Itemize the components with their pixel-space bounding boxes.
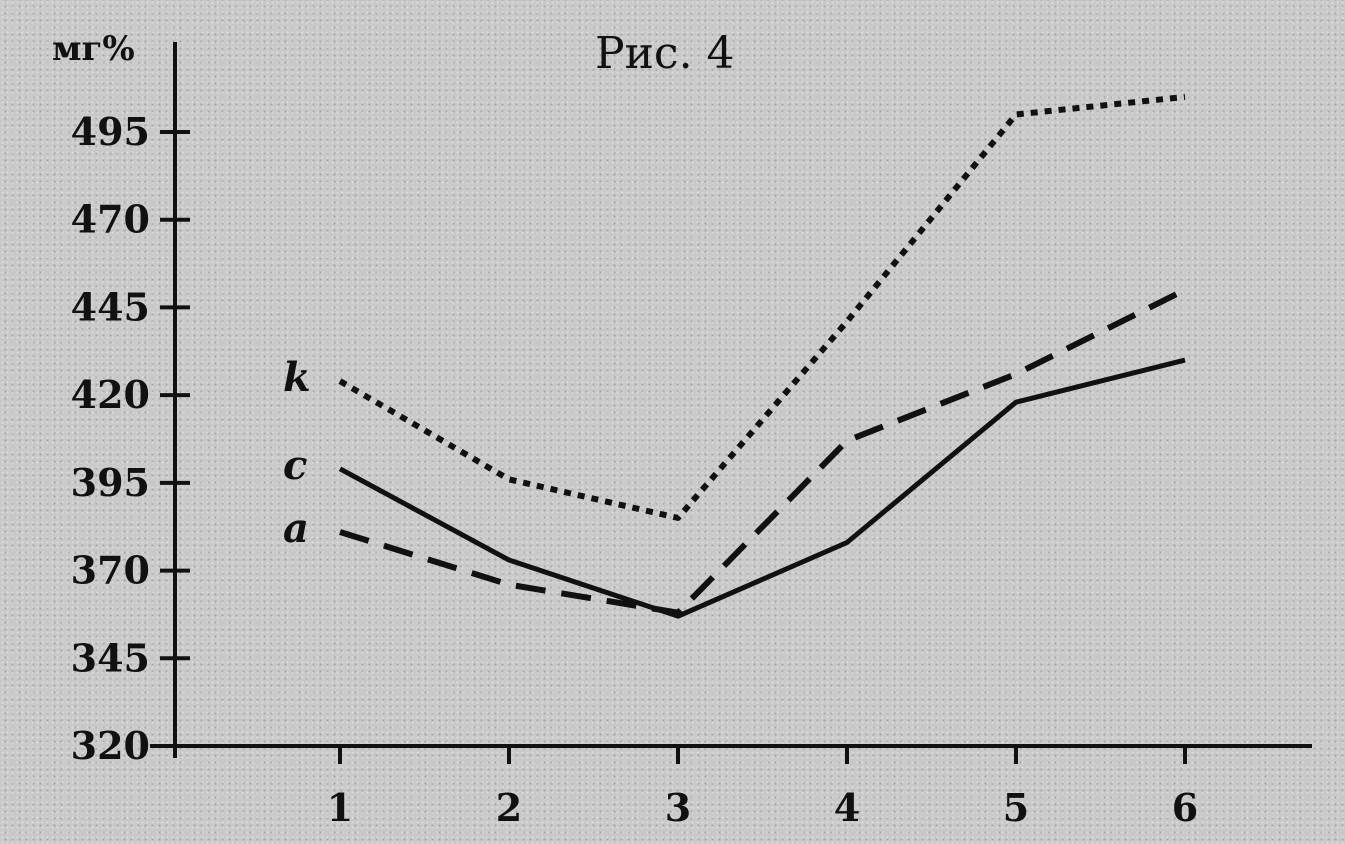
series-label-a: a bbox=[283, 505, 309, 552]
series-line-c bbox=[338, 357, 1186, 619]
series-line-a bbox=[339, 287, 1187, 616]
y-tick-label: 420 bbox=[71, 372, 150, 417]
y-tick-label: 445 bbox=[71, 284, 150, 329]
x-tick-label: 1 bbox=[327, 785, 353, 830]
y-axis-unit-label: мг% bbox=[52, 29, 135, 69]
x-tick-label: 3 bbox=[665, 785, 691, 830]
x-tick-label: 4 bbox=[834, 785, 860, 830]
y-tick-label: 320 bbox=[71, 723, 150, 768]
series-line-k bbox=[338, 93, 1186, 521]
y-tick-label: 395 bbox=[71, 460, 150, 505]
y-tick-label: 345 bbox=[71, 635, 150, 680]
series-label-k: k bbox=[283, 354, 311, 401]
y-tick-label: 495 bbox=[71, 109, 150, 154]
x-tick-label: 5 bbox=[1003, 785, 1029, 830]
y-tick-label: 370 bbox=[71, 548, 150, 593]
chart-title: Рис. 4 bbox=[595, 28, 735, 79]
series-label-c: c bbox=[283, 442, 307, 489]
y-tick-label: 470 bbox=[71, 197, 150, 242]
x-tick-label: 2 bbox=[496, 785, 522, 830]
x-tick-label: 6 bbox=[1172, 785, 1198, 830]
